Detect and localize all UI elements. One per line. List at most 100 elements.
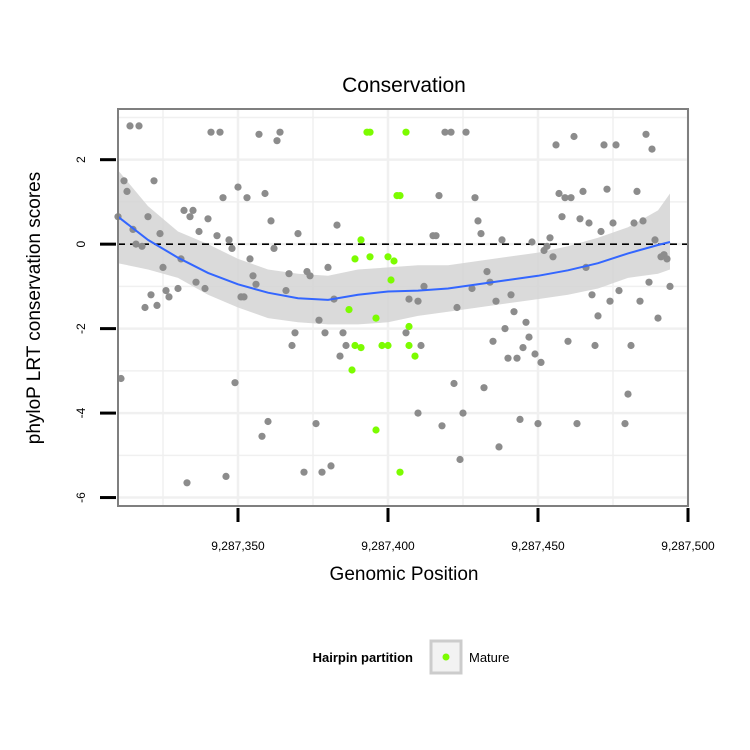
other-point bbox=[228, 244, 236, 252]
other-point bbox=[642, 130, 650, 138]
y-tick-label: -6 bbox=[74, 492, 88, 503]
other-point bbox=[627, 341, 635, 350]
other-point bbox=[132, 240, 140, 248]
other-point bbox=[153, 301, 161, 309]
other-point bbox=[507, 291, 515, 299]
other-point bbox=[609, 219, 617, 227]
other-point bbox=[414, 409, 422, 417]
mature-point bbox=[366, 253, 374, 261]
other-point bbox=[522, 318, 530, 326]
other-point bbox=[624, 390, 632, 398]
mature-point bbox=[384, 253, 392, 261]
other-point bbox=[174, 284, 182, 293]
other-point bbox=[324, 263, 332, 271]
other-point bbox=[117, 374, 125, 383]
other-point bbox=[552, 141, 560, 149]
other-point bbox=[504, 354, 512, 362]
other-point bbox=[204, 215, 212, 223]
other-point bbox=[528, 238, 536, 246]
chart-title: Conservation bbox=[342, 74, 466, 97]
other-point bbox=[651, 236, 659, 244]
other-point bbox=[561, 194, 569, 202]
other-point bbox=[333, 221, 341, 229]
other-point bbox=[531, 350, 539, 358]
other-point bbox=[666, 282, 674, 290]
other-point bbox=[573, 420, 581, 428]
other-point bbox=[447, 128, 455, 136]
other-point bbox=[213, 232, 221, 240]
other-point bbox=[477, 230, 485, 238]
other-point bbox=[234, 183, 242, 191]
other-point bbox=[231, 379, 239, 387]
other-point bbox=[546, 234, 554, 242]
legend-label-mature: Mature bbox=[469, 650, 509, 665]
other-point bbox=[549, 253, 557, 261]
other-point bbox=[450, 379, 458, 388]
other-point bbox=[243, 194, 251, 202]
other-point bbox=[327, 462, 335, 470]
other-point bbox=[588, 291, 596, 299]
other-point bbox=[141, 303, 149, 312]
other-point bbox=[288, 341, 296, 350]
other-point bbox=[273, 137, 281, 145]
other-point bbox=[417, 341, 425, 350]
other-point bbox=[639, 217, 647, 225]
other-point bbox=[321, 329, 329, 337]
other-point bbox=[195, 227, 203, 236]
other-point bbox=[207, 128, 215, 136]
other-point bbox=[537, 358, 545, 366]
other-point bbox=[612, 141, 620, 149]
other-point bbox=[291, 329, 299, 337]
scatter-points bbox=[114, 122, 674, 487]
other-point bbox=[594, 312, 602, 320]
mature-point bbox=[372, 314, 380, 322]
other-point bbox=[519, 344, 527, 352]
other-point bbox=[339, 329, 347, 337]
mature-point bbox=[384, 341, 392, 350]
other-point bbox=[597, 227, 605, 236]
other-point bbox=[276, 128, 284, 136]
legend: Hairpin partition Mature bbox=[313, 639, 509, 675]
other-point bbox=[267, 217, 275, 225]
other-point bbox=[150, 177, 158, 185]
smooth-line-group bbox=[117, 215, 671, 301]
other-point bbox=[471, 194, 479, 202]
other-point bbox=[453, 303, 461, 312]
mature-point bbox=[396, 192, 404, 200]
other-point bbox=[576, 215, 584, 223]
other-point bbox=[270, 244, 278, 252]
other-point bbox=[516, 415, 524, 423]
other-point bbox=[441, 128, 449, 136]
mature-point bbox=[357, 236, 365, 244]
other-point bbox=[603, 185, 611, 193]
mature-point bbox=[402, 128, 410, 136]
mature-point bbox=[351, 255, 359, 263]
other-point bbox=[180, 206, 188, 214]
other-point bbox=[585, 219, 593, 227]
other-point bbox=[261, 189, 269, 198]
other-point bbox=[402, 329, 410, 337]
other-point bbox=[480, 384, 488, 392]
other-point bbox=[162, 287, 170, 295]
other-point bbox=[240, 293, 248, 301]
other-point bbox=[147, 291, 155, 299]
other-point bbox=[513, 354, 521, 362]
other-point bbox=[156, 230, 164, 238]
other-point bbox=[189, 206, 197, 214]
other-point bbox=[300, 468, 308, 476]
mature-point bbox=[345, 306, 353, 314]
legend-title: Hairpin partition bbox=[313, 650, 413, 665]
other-point bbox=[564, 337, 572, 345]
other-point bbox=[201, 284, 209, 293]
other-point bbox=[525, 333, 533, 341]
other-point bbox=[474, 217, 482, 225]
other-point bbox=[600, 141, 608, 149]
other-point bbox=[579, 187, 587, 195]
other-point bbox=[636, 297, 644, 305]
other-point bbox=[255, 130, 263, 138]
other-point bbox=[183, 479, 191, 487]
other-point bbox=[159, 263, 167, 271]
mature-point bbox=[357, 344, 365, 352]
y-tick-label: -2 bbox=[74, 323, 88, 334]
other-point bbox=[264, 417, 272, 426]
